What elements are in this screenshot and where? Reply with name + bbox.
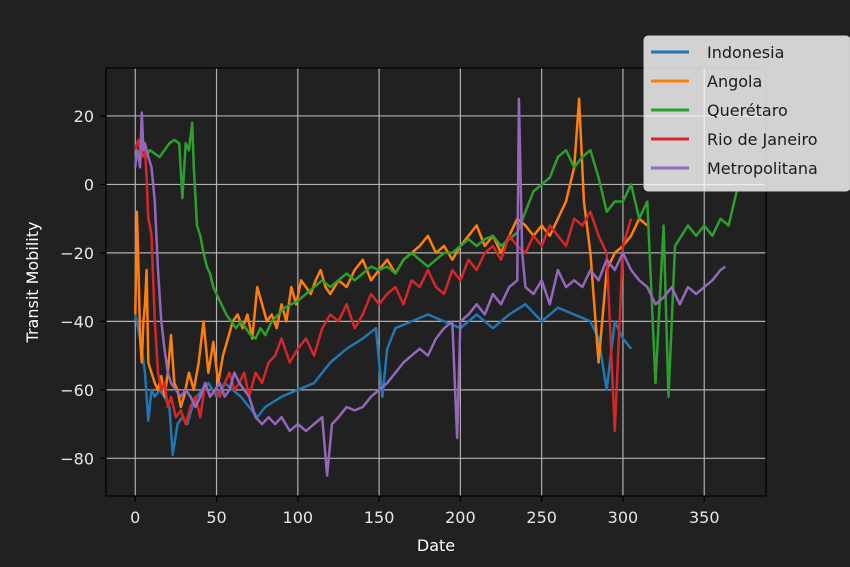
legend-label-rio-de-janeiro: Rio de Janeiro	[707, 130, 818, 149]
legend-label-indonesia: Indonesia	[707, 43, 784, 62]
y-tick-label: 0	[84, 175, 94, 194]
y-tick-label: −60	[60, 381, 94, 400]
y-tick-label: −40	[60, 312, 94, 331]
plot-frame	[105, 67, 767, 497]
legend-box	[643, 35, 850, 192]
legend-label-metropolitana: Metropolitana	[707, 159, 818, 178]
legend: Indonesia Angola Querétaro Rio de Janeiro Me…	[643, 35, 850, 192]
y-axis-label: Transit Mobility	[23, 222, 42, 344]
series-line-metropolitana	[134, 97, 727, 477]
x-tick-label: 100	[283, 508, 314, 527]
series-line-indonesia	[134, 303, 633, 457]
x-tick-label: 50	[206, 508, 226, 527]
legend-label-queretaro: Querétaro	[707, 101, 788, 120]
x-tick-label: 250	[526, 508, 557, 527]
x-tick-label: 0	[130, 508, 140, 527]
y-tick-label: 20	[74, 107, 94, 126]
series-lines	[134, 97, 738, 477]
x-tick-label: 200	[445, 508, 476, 527]
y-tick-label: −20	[60, 244, 94, 263]
legend-label-angola: Angola	[707, 72, 762, 91]
y-tick-label: −80	[60, 449, 94, 468]
x-tick-label: 150	[364, 508, 395, 527]
series-line-queretaro	[134, 121, 738, 398]
x-axis-label: Date	[417, 536, 455, 555]
x-tick-label: 300	[608, 508, 639, 527]
x-tick-label: 350	[689, 508, 720, 527]
axis-ticks: 0 50 100 150 200 250 300 350 −80 −60 −40 −20 0 20	[60, 107, 719, 527]
